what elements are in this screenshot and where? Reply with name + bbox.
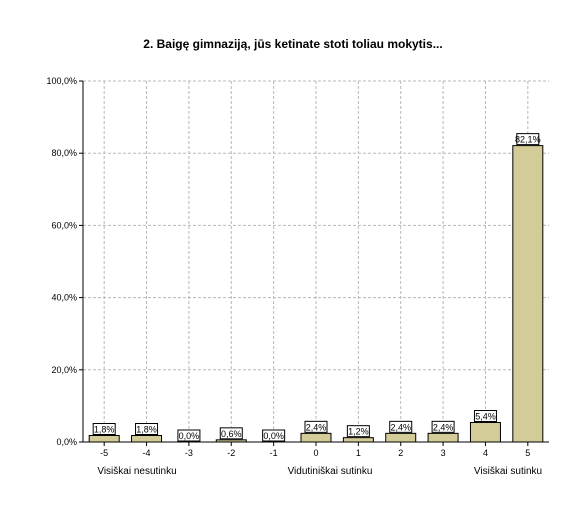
- data-label-box: [92, 423, 116, 436]
- data-label-box: [473, 410, 497, 423]
- y-tick-label: 80,0%: [51, 148, 77, 158]
- data-label-box: [177, 429, 201, 442]
- data-label-box: [304, 420, 328, 433]
- data-label: 2,4%: [390, 422, 411, 432]
- plot-area: 0,0%20,0%40,0%60,0%80,0%100,0%1,8%-51,8%…: [46, 76, 549, 458]
- bar: [469, 422, 501, 443]
- data-label: 0,0%: [263, 431, 284, 441]
- anchor-label-left: Visiškai nesutinku: [97, 466, 176, 477]
- bar: [215, 439, 247, 443]
- y-tick-label: 40,0%: [51, 293, 77, 303]
- x-tick-label: 3: [441, 448, 446, 458]
- data-label-box: [346, 425, 370, 438]
- bar: [512, 145, 544, 443]
- data-label-box: [516, 133, 540, 146]
- bar: [427, 432, 459, 443]
- x-tick-label: -2: [227, 448, 235, 458]
- data-label: 82,1%: [515, 135, 541, 145]
- x-tick-label: 1: [356, 448, 361, 458]
- x-tick-label: 0: [313, 448, 318, 458]
- data-label: 2,4%: [306, 422, 327, 432]
- x-tick-label: 2: [398, 448, 403, 458]
- data-label: 1,8%: [94, 425, 115, 435]
- x-tick-label: 4: [483, 448, 488, 458]
- bar: [88, 435, 120, 443]
- anchor-label-middle: Vidutiniškai sutinku: [288, 466, 373, 477]
- anchor-label-right: Visiškai sutinku: [474, 466, 542, 477]
- y-tick-label: 0,0%: [56, 437, 77, 447]
- x-tick-label: -3: [185, 448, 193, 458]
- data-label: 1,8%: [136, 425, 157, 435]
- y-tick-label: 60,0%: [51, 220, 77, 230]
- data-label: 2,4%: [433, 422, 454, 432]
- y-tick-label: 20,0%: [51, 365, 77, 375]
- data-label: 0,6%: [221, 429, 242, 439]
- bar: [385, 432, 417, 443]
- data-label-box: [262, 429, 286, 442]
- x-tick-label: -4: [143, 448, 151, 458]
- bar: [131, 435, 163, 443]
- data-label: 0,0%: [179, 431, 200, 441]
- data-label: 1,2%: [348, 427, 369, 437]
- data-label-box: [219, 427, 243, 440]
- x-tick-label: 5: [525, 448, 530, 458]
- chart-title: 2. Baigę gimnaziją, jūs ketinate stoti t…: [143, 37, 442, 51]
- data-label: 5,4%: [475, 412, 496, 422]
- data-label-box: [389, 420, 413, 433]
- x-tick-label: -5: [100, 448, 108, 458]
- data-label-box: [135, 423, 159, 436]
- bar: [342, 437, 374, 443]
- data-label-box: [431, 420, 455, 433]
- y-tick-label: 100,0%: [46, 76, 77, 86]
- bar: [300, 432, 332, 443]
- x-tick-label: -1: [270, 448, 278, 458]
